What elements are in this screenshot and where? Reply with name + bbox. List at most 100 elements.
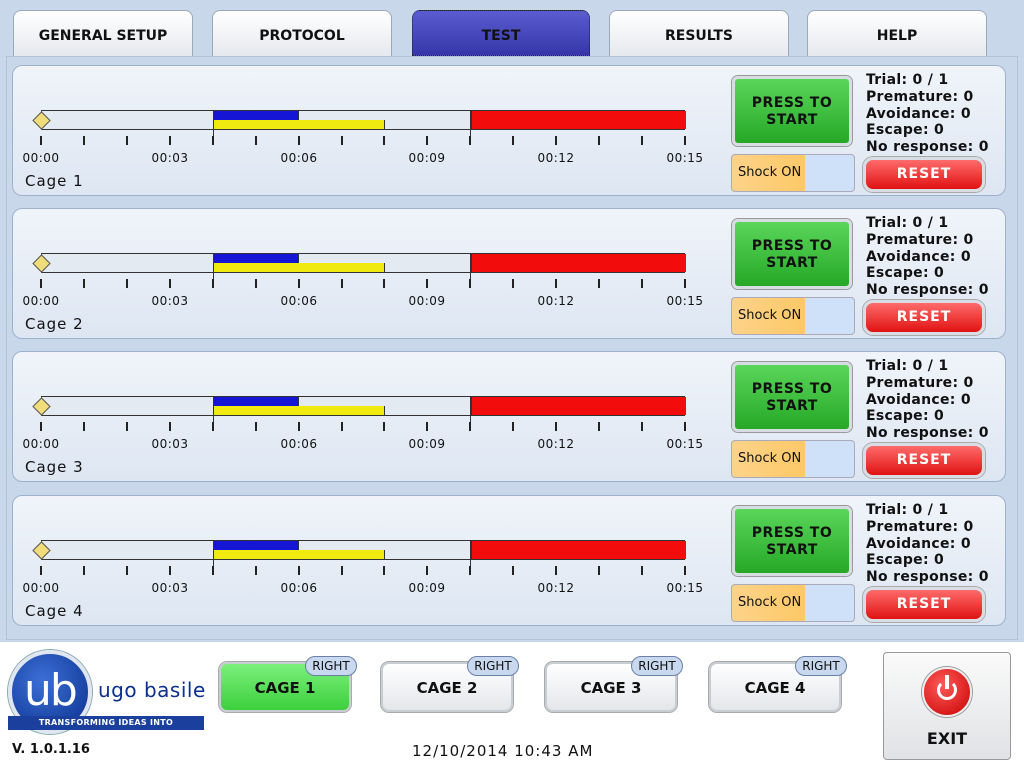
timeline-yellow-segment (213, 550, 385, 560)
timeline-tick (469, 136, 471, 145)
timeline-tick (555, 566, 557, 575)
shock-label: Shock ON (738, 451, 802, 466)
timeline-tick (684, 136, 686, 145)
reset-button[interactable]: RESET (863, 587, 985, 622)
timeline-tick (383, 566, 385, 575)
timeline-tick-label: 00:09 (408, 581, 446, 595)
reset-button[interactable]: RESET (863, 300, 985, 335)
trial-stats: Trial: 0 / 1 Premature: 0 Avoidance: 0 Esca… (866, 502, 989, 586)
timeline-tick (126, 136, 128, 145)
cage-3-button[interactable]: CAGE 3 RIGHT (545, 656, 683, 712)
timeline-divider (213, 396, 214, 422)
cage-2-button[interactable]: CAGE 2 RIGHT (381, 656, 519, 712)
timeline-tick (555, 136, 557, 145)
tab-results[interactable]: RESULTS (609, 10, 789, 56)
cage-row-1: 00:00 00:03 00:06 00:09 00:12 00:15 Cage 1 PRES… (12, 65, 1006, 196)
timeline-tick (555, 279, 557, 288)
tab-test[interactable]: TEST (412, 10, 590, 56)
timeline-divider (213, 110, 214, 136)
timeline-tick (126, 566, 128, 575)
timeline-tick (469, 422, 471, 431)
timeline-tick-label: 00:00 (22, 294, 60, 308)
timeline-tick (684, 566, 686, 575)
shock-toggle[interactable]: Shock ON (731, 154, 855, 192)
timeline-yellow-segment (213, 406, 385, 416)
timeline-tick (212, 279, 214, 288)
timeline-tick (641, 136, 643, 145)
cage-label: Cage 3 (25, 458, 84, 476)
timeline-divider (470, 540, 471, 566)
timeline-tick (598, 422, 600, 431)
logo-mark: ub (24, 665, 78, 716)
timeline-divider (470, 110, 471, 136)
timeline-tick-label: 00:00 (22, 151, 60, 165)
timeline-tick (169, 136, 171, 145)
timeline-tick (383, 422, 385, 431)
timeline-tick-label: 00:15 (666, 294, 704, 308)
timeline-tick (641, 566, 643, 575)
timeline-tick (255, 279, 257, 288)
premature-count: Premature: 0 (866, 374, 974, 391)
cage-1-button[interactable]: CAGE 1 RIGHT (219, 656, 357, 712)
shock-toggle[interactable]: Shock ON (731, 584, 855, 622)
timeline-tick (512, 566, 514, 575)
timeline-red-segment (471, 111, 686, 129)
shock-toggle[interactable]: Shock ON (731, 440, 855, 478)
cage-row-2: 00:00 00:03 00:06 00:09 00:12 00:15 Cage 2 PRES… (12, 208, 1006, 339)
timeline-tick (512, 279, 514, 288)
no-response-count: No response: 0 (866, 569, 989, 586)
timeline-tick-label: 00:00 (22, 437, 60, 451)
cage-label: Cage 1 (25, 172, 84, 190)
reset-button[interactable]: RESET (863, 443, 985, 478)
timeline-blue-segment (213, 397, 299, 406)
cage-row-4: 00:00 00:03 00:06 00:09 00:12 00:15 Cage 4 PRES… (12, 495, 1006, 626)
timeline-tick (641, 279, 643, 288)
reset-button[interactable]: RESET (863, 157, 985, 192)
timeline-track (41, 110, 686, 130)
press-to-start-button[interactable]: PRESS TO START (732, 506, 852, 576)
timeline-tick-label: 00:12 (537, 294, 575, 308)
timeline-tick (83, 136, 85, 145)
brand-tagline: TRANSFORMING IDEAS INTO INSTRUMENTS (8, 716, 204, 741)
timeline-tick-label: 00:12 (537, 151, 575, 165)
timeline-tick (169, 566, 171, 575)
exit-button[interactable]: EXIT (883, 652, 1011, 760)
timeline-divider (213, 253, 214, 279)
timeline-tick (469, 279, 471, 288)
timeline-tick (40, 566, 42, 575)
tab-general-setup[interactable]: GENERAL SETUP (13, 10, 193, 56)
press-to-start-button[interactable]: PRESS TO START (732, 219, 852, 289)
avoidance-count: Avoidance: 0 (866, 248, 971, 265)
escape-count: Escape: 0 (866, 408, 945, 425)
timeline-tick (341, 566, 343, 575)
exit-label: EXIT (926, 729, 968, 748)
timeline-tick (83, 279, 85, 288)
timeline-tick-label: 00:12 (537, 581, 575, 595)
timeline-tick (298, 566, 300, 575)
timeline-tick (598, 566, 600, 575)
timeline-tick (212, 566, 214, 575)
premature-count: Premature: 0 (866, 88, 974, 105)
test-panel: 00:00 00:03 00:06 00:09 00:12 00:15 Cage 1 PRES… (6, 56, 1018, 640)
timeline-divider (213, 540, 214, 566)
timeline-tick-label: 00:03 (151, 151, 189, 165)
timeline-tick (512, 422, 514, 431)
tab-protocol[interactable]: PROTOCOL (212, 10, 392, 56)
cage-4-button[interactable]: CAGE 4 RIGHT (709, 656, 847, 712)
trial-stats: Trial: 0 / 1 Premature: 0 Avoidance: 0 Esca… (866, 72, 989, 156)
trial-count: Trial: 0 / 1 (866, 358, 949, 374)
tab-help[interactable]: HELP (807, 10, 987, 56)
cage-button-label: CAGE 3 (580, 679, 642, 697)
cage-button-label: CAGE 1 (254, 679, 316, 697)
press-to-start-button[interactable]: PRESS TO START (732, 362, 852, 432)
trial-count: Trial: 0 / 1 (866, 215, 949, 231)
timeline-tick-label: 00:03 (151, 581, 189, 595)
shock-toggle[interactable]: Shock ON (731, 297, 855, 335)
timeline-tick (255, 422, 257, 431)
trial-stats: Trial: 0 / 1 Premature: 0 Avoidance: 0 Esca… (866, 215, 989, 299)
timeline-tick-label: 00:06 (280, 294, 318, 308)
timeline-tick (212, 136, 214, 145)
timeline-tick (212, 422, 214, 431)
timeline-tick (83, 566, 85, 575)
press-to-start-button[interactable]: PRESS TO START (732, 76, 852, 146)
